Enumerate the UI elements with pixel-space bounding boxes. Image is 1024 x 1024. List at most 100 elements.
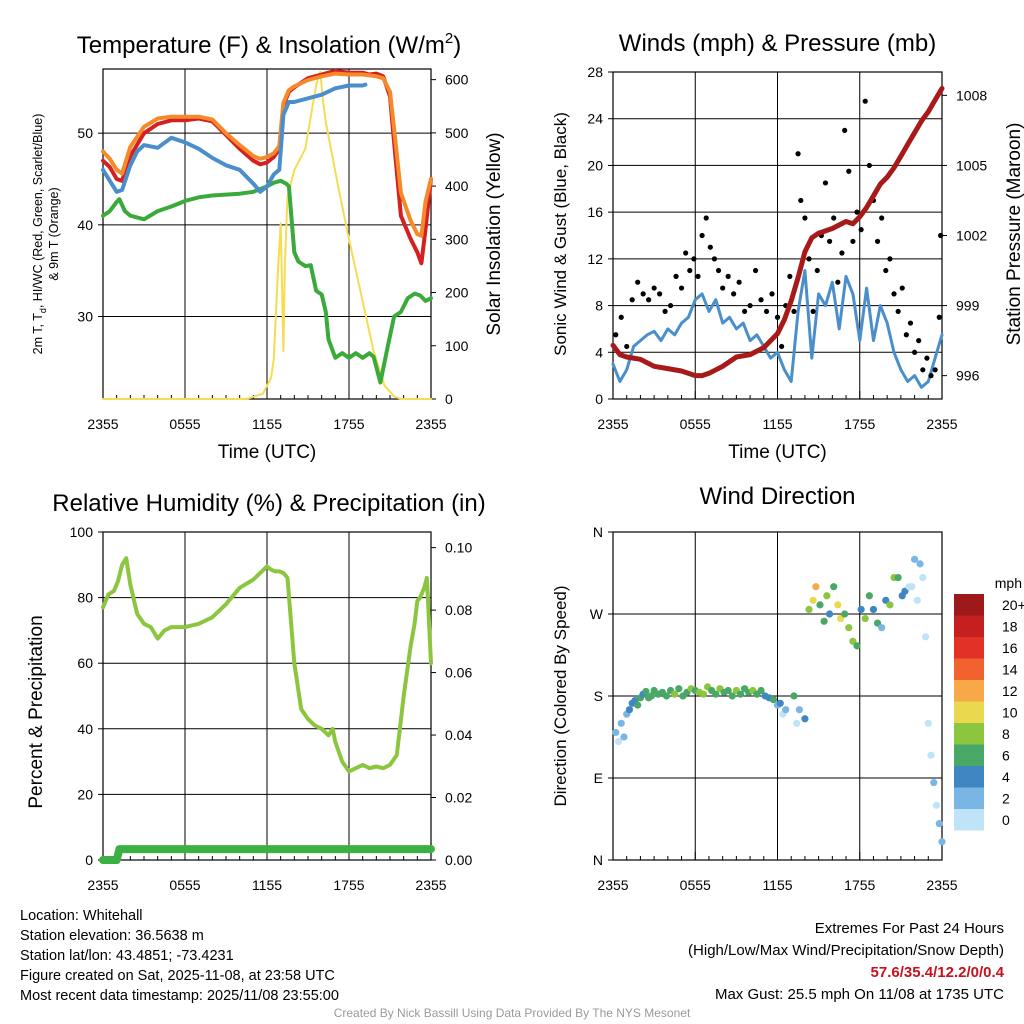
direction-point xyxy=(834,601,842,609)
gust-point xyxy=(635,279,641,285)
y-right-tick-label: 1008 xyxy=(956,87,987,103)
gust-point xyxy=(613,332,619,338)
direction-point xyxy=(812,583,820,591)
y-right-tick-label: 0.04 xyxy=(445,727,472,743)
direction-point xyxy=(782,706,790,714)
direction-point xyxy=(620,733,628,741)
y-right-tick-label: 0.02 xyxy=(445,790,472,806)
gust-point xyxy=(887,256,893,262)
direction-point xyxy=(924,719,932,727)
direction-point xyxy=(894,573,902,582)
y-axis-label: 2m T, Td, HI/WC (Red, Green, Scarlet/Blu… xyxy=(31,114,48,355)
legend-label: 8 xyxy=(1002,726,1010,742)
x-tick-label: 2355 xyxy=(597,877,628,893)
direction-point xyxy=(878,624,886,632)
series-line-orange xyxy=(101,71,433,238)
gust-point xyxy=(924,355,930,361)
gust-point xyxy=(691,256,697,262)
direction-point xyxy=(853,642,861,650)
y-right-tick-label: 0.08 xyxy=(445,602,472,618)
y-right-tick-label: 300 xyxy=(445,231,469,247)
legend-swatch xyxy=(954,680,984,702)
info-created: Figure created on Sat, 2025-11-08, at 23… xyxy=(20,968,335,984)
chart-title: Wind Direction xyxy=(699,483,855,510)
direction-point xyxy=(671,690,679,698)
x-tick-label: 2355 xyxy=(87,416,118,432)
y-right-tick-label: 200 xyxy=(445,285,469,301)
credit: Created By Nick Bassill Using Data Provi… xyxy=(333,1006,691,1020)
max-gust: Max Gust: 25.5 mph On 11/08 at 1735 UTC xyxy=(714,986,1004,1003)
legend-swatch xyxy=(954,615,984,637)
x-tick-label: 2355 xyxy=(415,416,446,432)
chart-title: Relative Humidity (%) & Precipitation (i… xyxy=(52,490,485,517)
legend-title: mph xyxy=(995,575,1022,591)
gust-point xyxy=(695,273,701,279)
chart-title: Winds (mph) & Pressure (mb) xyxy=(619,30,936,57)
gust-point xyxy=(774,314,781,320)
direction-point xyxy=(865,592,873,600)
x-tick-label: 0555 xyxy=(680,416,711,432)
y-axis-label: Direction (Colored By Speed) xyxy=(551,585,570,806)
x-tick-label: 0555 xyxy=(169,416,200,432)
direction-point xyxy=(617,719,625,727)
gust-point xyxy=(758,297,764,303)
gust-point xyxy=(866,162,872,169)
gust-point xyxy=(624,343,630,350)
direction-point xyxy=(930,778,938,787)
direction-point xyxy=(805,605,813,614)
x-tick-label: 0555 xyxy=(169,877,200,893)
direction-point xyxy=(927,751,935,759)
direction-point xyxy=(913,596,921,604)
gust-point xyxy=(707,244,713,250)
gust-point xyxy=(715,267,722,274)
extremes-info: Extremes For Past 24 Hours (High/Low/Max… xyxy=(688,918,1004,1006)
gust-point xyxy=(835,279,841,285)
gust-point xyxy=(879,215,885,221)
y-tick-label: 24 xyxy=(587,111,603,127)
y-tick-label: 16 xyxy=(587,204,603,220)
direction-point xyxy=(908,583,916,591)
direction-point xyxy=(625,706,634,714)
gust-point xyxy=(802,215,808,221)
x-tick-label: 1155 xyxy=(252,416,282,432)
y-tick-label: 0 xyxy=(595,391,603,407)
y-right-tick-label: 500 xyxy=(445,125,469,141)
info-recent: Most recent data timestamp: 2025/11/08 2… xyxy=(20,988,339,1004)
direction-point xyxy=(919,573,927,582)
info-latlon: Station lat/lon: 43.4851; -73.4231 xyxy=(20,948,234,964)
legend-label: 4 xyxy=(1002,769,1010,785)
direction-point xyxy=(857,605,865,614)
y-tick-label: 100 xyxy=(70,524,94,540)
y-right-tick-label: 100 xyxy=(445,338,469,354)
y-right-tick-label: 0.10 xyxy=(445,540,472,556)
y-tick-label: 28 xyxy=(587,64,603,80)
x-tick-label: 1755 xyxy=(333,877,364,893)
direction-point xyxy=(845,624,853,632)
direction-point xyxy=(776,699,784,707)
legend-label: 20+ xyxy=(1002,597,1024,613)
gust-point xyxy=(769,291,775,297)
gust-point xyxy=(747,302,753,309)
direction-point xyxy=(699,690,708,698)
gust-point xyxy=(667,302,674,309)
direction-point xyxy=(736,690,745,698)
direction-point xyxy=(614,737,623,746)
gust-point xyxy=(810,308,816,315)
gust-point xyxy=(883,267,889,274)
gust-point xyxy=(720,285,726,291)
gust-point xyxy=(854,209,860,215)
y-tick-label: 0 xyxy=(85,852,93,868)
extremes-values: 57.6/35.4/12.2/0/0.4 xyxy=(870,964,1004,981)
y-tick-label: 8 xyxy=(595,298,603,314)
legend-label: 6 xyxy=(1002,748,1010,764)
gust-point xyxy=(703,215,709,221)
legend-swatch xyxy=(954,701,984,723)
gust-point xyxy=(787,273,793,279)
x-tick-label: 2355 xyxy=(87,877,118,893)
direction-point xyxy=(642,687,650,696)
x-tick-label: 2355 xyxy=(597,416,628,432)
y-tick-label: 20 xyxy=(77,786,93,802)
y-tick-label: 20 xyxy=(587,157,603,173)
gust-point xyxy=(798,197,804,204)
gust-point xyxy=(657,291,663,297)
